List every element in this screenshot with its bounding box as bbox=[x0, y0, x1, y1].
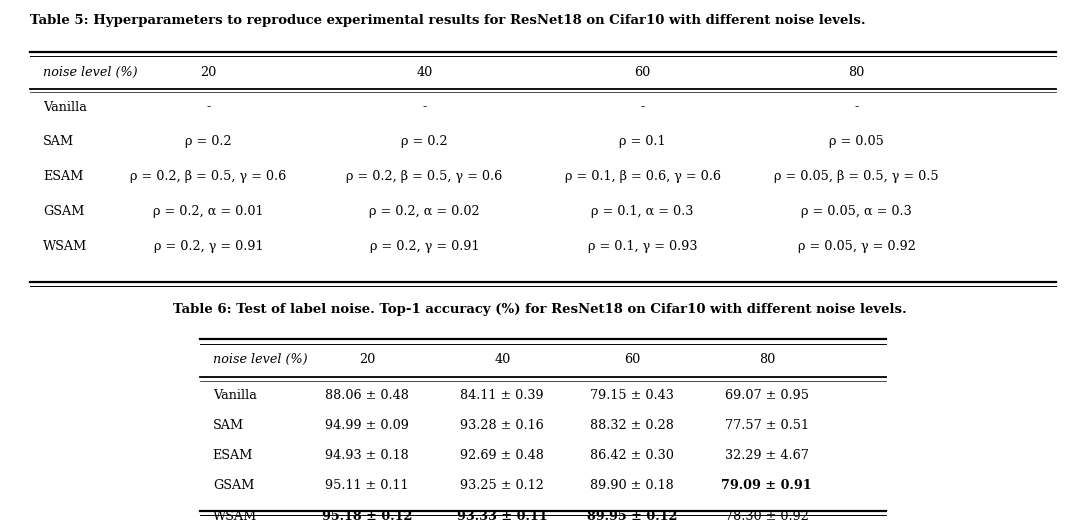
Text: 20: 20 bbox=[200, 66, 217, 78]
Text: ESAM: ESAM bbox=[43, 171, 83, 183]
Text: GSAM: GSAM bbox=[213, 480, 254, 492]
Text: 93.28 ± 0.16: 93.28 ± 0.16 bbox=[460, 419, 544, 432]
Text: 60: 60 bbox=[623, 353, 640, 365]
Text: 92.69 ± 0.48: 92.69 ± 0.48 bbox=[460, 449, 544, 462]
Text: 84.11 ± 0.39: 84.11 ± 0.39 bbox=[460, 389, 544, 401]
Text: 77.57 ± 0.51: 77.57 ± 0.51 bbox=[725, 419, 809, 432]
Text: 93.33 ± 0.11: 93.33 ± 0.11 bbox=[457, 510, 548, 522]
Text: 80: 80 bbox=[758, 353, 775, 365]
Text: 80: 80 bbox=[848, 66, 865, 78]
Text: 89.90 ± 0.18: 89.90 ± 0.18 bbox=[590, 480, 674, 492]
Text: 40: 40 bbox=[416, 66, 433, 78]
Text: 94.93 ± 0.18: 94.93 ± 0.18 bbox=[325, 449, 409, 462]
Text: ρ = 0.2: ρ = 0.2 bbox=[185, 136, 232, 148]
Text: 95.11 ± 0.11: 95.11 ± 0.11 bbox=[325, 480, 409, 492]
Text: Vanilla: Vanilla bbox=[43, 101, 87, 113]
Text: -: - bbox=[640, 101, 645, 113]
Text: ρ = 0.2, α = 0.02: ρ = 0.2, α = 0.02 bbox=[369, 206, 480, 218]
Text: 40: 40 bbox=[494, 353, 511, 365]
Text: ρ = 0.2, β = 0.5, γ = 0.6: ρ = 0.2, β = 0.5, γ = 0.6 bbox=[347, 171, 502, 183]
Text: 88.06 ± 0.48: 88.06 ± 0.48 bbox=[325, 389, 409, 401]
Text: ρ = 0.2, β = 0.5, γ = 0.6: ρ = 0.2, β = 0.5, γ = 0.6 bbox=[131, 171, 286, 183]
Text: ρ = 0.05: ρ = 0.05 bbox=[829, 136, 883, 148]
Text: Table 6: Test of label noise. Top-1 accuracy (%) for ResNet18 on Cifar10 with di: Table 6: Test of label noise. Top-1 accu… bbox=[173, 303, 907, 316]
Text: 69.07 ± 0.95: 69.07 ± 0.95 bbox=[725, 389, 809, 401]
Text: 94.99 ± 0.09: 94.99 ± 0.09 bbox=[325, 419, 409, 432]
Text: ESAM: ESAM bbox=[213, 449, 253, 462]
Text: ρ = 0.05, α = 0.3: ρ = 0.05, α = 0.3 bbox=[801, 206, 912, 218]
Text: noise level (%): noise level (%) bbox=[213, 353, 308, 365]
Text: ρ = 0.2, γ = 0.91: ρ = 0.2, γ = 0.91 bbox=[369, 241, 480, 253]
Text: 86.42 ± 0.30: 86.42 ± 0.30 bbox=[590, 449, 674, 462]
Text: WSAM: WSAM bbox=[43, 241, 87, 253]
Text: ρ = 0.05, γ = 0.92: ρ = 0.05, γ = 0.92 bbox=[797, 241, 916, 253]
Text: Vanilla: Vanilla bbox=[213, 389, 257, 401]
Text: ρ = 0.2: ρ = 0.2 bbox=[401, 136, 448, 148]
Text: ρ = 0.2, γ = 0.91: ρ = 0.2, γ = 0.91 bbox=[153, 241, 264, 253]
Text: ρ = 0.1, β = 0.6, γ = 0.6: ρ = 0.1, β = 0.6, γ = 0.6 bbox=[565, 171, 720, 183]
Text: 32.29 ± 4.67: 32.29 ± 4.67 bbox=[725, 449, 809, 462]
Text: -: - bbox=[422, 101, 427, 113]
Text: 60: 60 bbox=[634, 66, 651, 78]
Text: noise level (%): noise level (%) bbox=[43, 66, 138, 78]
Text: WSAM: WSAM bbox=[213, 510, 257, 522]
Text: ρ = 0.2, α = 0.01: ρ = 0.2, α = 0.01 bbox=[153, 206, 264, 218]
Text: GSAM: GSAM bbox=[43, 206, 84, 218]
Text: 79.09 ± 0.91: 79.09 ± 0.91 bbox=[721, 480, 812, 492]
Text: -: - bbox=[206, 101, 211, 113]
Text: SAM: SAM bbox=[213, 419, 244, 432]
Text: SAM: SAM bbox=[43, 136, 75, 148]
Text: 20: 20 bbox=[359, 353, 376, 365]
Text: 95.18 ± 0.12: 95.18 ± 0.12 bbox=[322, 510, 413, 522]
Text: 79.15 ± 0.43: 79.15 ± 0.43 bbox=[590, 389, 674, 401]
Text: Table 5: Hyperparameters to reproduce experimental results for ResNet18 on Cifar: Table 5: Hyperparameters to reproduce ex… bbox=[30, 14, 866, 27]
Text: 93.25 ± 0.12: 93.25 ± 0.12 bbox=[460, 480, 544, 492]
Text: 78.30 ± 0.92: 78.30 ± 0.92 bbox=[725, 510, 809, 522]
Text: -: - bbox=[854, 101, 859, 113]
Text: 89.95 ± 0.12: 89.95 ± 0.12 bbox=[586, 510, 677, 522]
Text: ρ = 0.05, β = 0.5, γ = 0.5: ρ = 0.05, β = 0.5, γ = 0.5 bbox=[774, 171, 939, 183]
Text: 88.32 ± 0.28: 88.32 ± 0.28 bbox=[590, 419, 674, 432]
Text: ρ = 0.1, γ = 0.93: ρ = 0.1, γ = 0.93 bbox=[588, 241, 698, 253]
Text: ρ = 0.1: ρ = 0.1 bbox=[619, 136, 666, 148]
Text: ρ = 0.1, α = 0.3: ρ = 0.1, α = 0.3 bbox=[592, 206, 693, 218]
